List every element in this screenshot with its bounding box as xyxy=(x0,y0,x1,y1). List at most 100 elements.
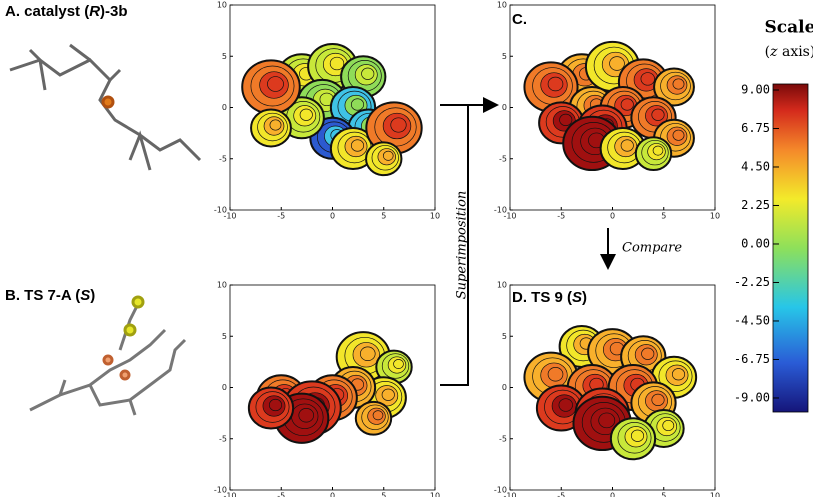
y-tick-label: 10 xyxy=(497,1,507,10)
molecule-b xyxy=(29,295,187,416)
contour-ring xyxy=(559,113,573,126)
y-tick-label: 0 xyxy=(222,103,227,112)
contour-ring xyxy=(662,419,675,432)
panel-label: C. xyxy=(512,11,527,28)
contour-ring xyxy=(641,347,655,360)
x-tick-label: 0 xyxy=(610,212,615,221)
colorbar-tick-label: -6.75 xyxy=(734,352,770,366)
y-tick-label: 10 xyxy=(217,1,227,10)
panel-label-part: ) xyxy=(582,289,587,306)
y-tick-label: 5 xyxy=(502,52,507,61)
contour-ring xyxy=(558,398,573,412)
x-tick-label: -5 xyxy=(277,212,285,221)
colorbar-subtitle: (z axis) xyxy=(765,44,813,60)
y-tick-label: 0 xyxy=(222,383,227,392)
panel-label-part: D. TS 9 ( xyxy=(512,289,572,306)
contour-ring xyxy=(630,429,645,442)
colorbar-tick-label: 9.00 xyxy=(741,82,770,96)
x-tick-label: -10 xyxy=(223,492,236,497)
colorbar-tick-label: 6.75 xyxy=(741,121,770,135)
contour-ring xyxy=(381,388,395,401)
contour-ring xyxy=(652,145,664,156)
y-tick-label: 10 xyxy=(217,281,227,290)
contour-ring xyxy=(547,76,564,92)
colorbar-tick-label: 2.25 xyxy=(741,198,770,212)
contour-ring xyxy=(390,117,407,133)
contour-ring xyxy=(372,410,384,421)
contour-plot: -10 -5 0 5 10 -10 -5 0 5 10 xyxy=(494,1,720,221)
x-tick-label: 5 xyxy=(381,212,386,221)
y-tick-label: 0 xyxy=(502,383,507,392)
y-tick-label: 10 xyxy=(497,281,507,290)
panel-label: B. TS 7-A (S) xyxy=(5,287,95,304)
x-tick-label: 5 xyxy=(661,492,666,497)
colorbar-tick-label: -2.25 xyxy=(734,275,770,289)
contour-ring xyxy=(609,56,625,71)
panel-label-part: )-3b xyxy=(100,3,128,20)
contour-ring xyxy=(361,67,375,80)
contour-ring xyxy=(640,72,655,86)
y-tick-label: -5 xyxy=(499,434,507,443)
contour-ring xyxy=(620,139,634,152)
contour-plot: -10 -5 0 5 10 -10 -5 0 5 10 xyxy=(494,281,720,497)
y-tick-label: -10 xyxy=(494,206,507,215)
contour-ring xyxy=(672,129,685,141)
superimposition-label: Superimposition xyxy=(455,191,470,300)
panel-label-part: A. catalyst ( xyxy=(5,3,89,20)
contour-blobs xyxy=(523,40,695,172)
contour-ring xyxy=(267,76,284,92)
panel-label: D. TS 9 (S) xyxy=(512,289,587,306)
contour-plot: -10 -5 0 5 10 -10 -5 0 5 10 xyxy=(214,281,440,497)
colorbar-tick-label: 4.50 xyxy=(741,159,770,173)
x-tick-label: 0 xyxy=(330,492,335,497)
x-tick-label: -10 xyxy=(503,492,516,497)
contour-blobs xyxy=(247,331,413,444)
colorbar-tick-label: 0.00 xyxy=(741,236,770,250)
x-tick-label: 5 xyxy=(661,212,666,221)
x-tick-label: -5 xyxy=(277,492,285,497)
panel-label-part: ) xyxy=(90,287,95,304)
x-tick-label: -5 xyxy=(557,212,565,221)
y-tick-label: -5 xyxy=(499,154,507,163)
panel-label-part: S xyxy=(80,287,90,304)
contour-ring xyxy=(268,398,283,412)
y-tick-label: 5 xyxy=(502,332,507,341)
x-tick-label: -5 xyxy=(557,492,565,497)
x-tick-label: 10 xyxy=(710,212,720,221)
contour-ring xyxy=(299,108,313,121)
y-tick-label: -10 xyxy=(494,486,507,495)
panel-label-part: B. TS 7-A ( xyxy=(5,287,80,304)
contour-ring xyxy=(598,412,616,429)
contour-plot: -10 -5 0 5 10 -10 -5 0 5 10 xyxy=(214,1,440,221)
contour-blobs xyxy=(523,325,698,461)
panel-label-part: R xyxy=(89,3,100,20)
contour-ring xyxy=(620,98,634,111)
compare-label: Compare xyxy=(622,241,682,256)
contour-ring xyxy=(359,346,376,361)
contour-ring xyxy=(382,150,394,161)
colorbar xyxy=(772,83,809,413)
arrows xyxy=(440,97,616,386)
x-tick-label: 5 xyxy=(381,492,386,497)
contour-ring xyxy=(671,368,686,381)
contour-ring xyxy=(651,108,665,121)
contour-ring xyxy=(547,367,564,382)
contour-ring xyxy=(350,139,365,152)
y-tick-label: -10 xyxy=(214,206,227,215)
contour-ring xyxy=(269,119,282,131)
x-tick-label: 10 xyxy=(430,492,440,497)
contour-ring xyxy=(350,98,365,111)
x-tick-label: 0 xyxy=(610,492,615,497)
y-tick-label: 0 xyxy=(502,103,507,112)
y-tick-label: -5 xyxy=(219,434,227,443)
contour-ring xyxy=(329,56,345,71)
panel-label-part: C. xyxy=(512,11,527,28)
x-tick-label: -10 xyxy=(503,212,516,221)
panel-label: A. catalyst (R)-3b xyxy=(5,3,128,20)
contour-ring xyxy=(298,408,315,423)
colorbar-title: Scale xyxy=(765,18,813,38)
x-tick-label: 0 xyxy=(330,212,335,221)
contour-ring xyxy=(672,78,685,90)
y-tick-label: 5 xyxy=(222,52,227,61)
